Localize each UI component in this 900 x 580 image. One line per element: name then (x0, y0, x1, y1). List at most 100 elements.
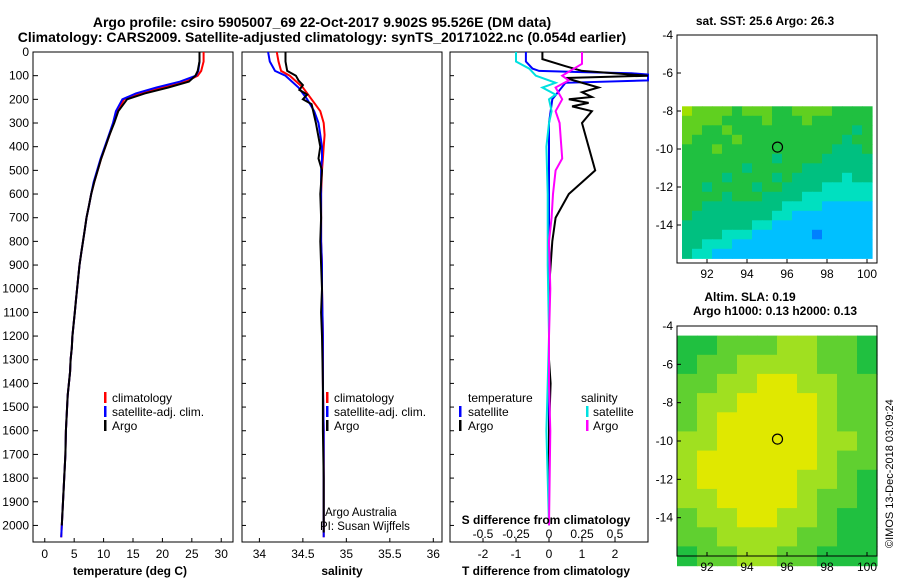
map-cell (697, 450, 718, 471)
map-cell (742, 172, 753, 183)
map-cell (832, 182, 843, 193)
s-tick-label: -0.5 (473, 527, 494, 541)
map-cell (692, 144, 703, 155)
map-cell (737, 527, 758, 548)
map-cell (722, 182, 733, 193)
map-cell (762, 239, 773, 250)
map-cell (772, 191, 783, 202)
temperature-panel: 0100200300400500600700800900100011001200… (2, 45, 454, 578)
map-cell (732, 144, 743, 155)
map-cell (692, 239, 703, 250)
map-cell (842, 248, 853, 259)
map-cell (797, 450, 818, 471)
legend-swatch-climatology (104, 392, 107, 403)
x-tick-label: 25 (185, 547, 199, 561)
map-cell (852, 125, 863, 136)
map-cell (712, 248, 723, 259)
series-line-temperature-argo (541, 52, 649, 526)
map-cell (702, 153, 713, 164)
map-cell (742, 191, 753, 202)
temperature-frame (32, 51, 234, 543)
map-cell (682, 229, 693, 240)
map-cell (757, 469, 778, 490)
map-cell (802, 239, 813, 250)
map-cell (802, 115, 813, 126)
map-cell (792, 115, 803, 126)
sla-map-ticks: 92 94 96 98 100 -4 -6 -8 -10 -12 -14 (656, 319, 878, 574)
header-title-line2: Climatology: CARS2009. Satellite-adjuste… (18, 29, 626, 45)
map-cell (682, 201, 693, 212)
s-tick-label: -0.25 (502, 527, 530, 541)
map-cell (702, 115, 713, 126)
depth-tick-label: 100 (9, 69, 29, 83)
x-tick-label: 36 (427, 547, 441, 561)
map-cell (857, 469, 878, 490)
credit-pi: PI: Susan Wijffels (320, 521, 410, 533)
map-cell (797, 431, 818, 452)
depth-tick-label: 600 (9, 187, 29, 201)
map-cell (817, 450, 838, 471)
map-cell (752, 134, 763, 145)
temperature-legend: climatology satellite-adj. clim. Argo (104, 391, 204, 433)
map-cell (682, 172, 693, 183)
map-cell (732, 191, 743, 202)
lat-tick-label: -4 (662, 28, 673, 42)
map-cell (752, 239, 763, 250)
map-cell (802, 201, 813, 212)
map-cell (842, 172, 853, 183)
map-cell (742, 163, 753, 174)
map-cell (772, 229, 783, 240)
map-cell (732, 125, 743, 136)
argo-location-marker (771, 433, 784, 445)
map-cell (792, 144, 803, 155)
map-cell (742, 182, 753, 193)
map-cell (752, 106, 763, 117)
map-cell (862, 210, 873, 221)
map-cell (822, 134, 833, 145)
map-cell (722, 163, 733, 174)
map-cell (772, 125, 783, 136)
map-cell (822, 182, 833, 193)
map-cell (772, 172, 783, 183)
map-cell (837, 508, 858, 528)
depth-tick-label: 1700 (2, 447, 29, 461)
x-tick-label: 5 (71, 547, 78, 561)
map-cell (822, 229, 833, 240)
depth-tick-label: 1600 (2, 424, 29, 438)
map-cell (792, 106, 803, 117)
map-cell (682, 115, 693, 126)
x-tick-label: 34 (253, 547, 267, 561)
map-cell (802, 134, 813, 145)
map-cell (752, 153, 763, 164)
map-cell (802, 106, 813, 117)
map-cell (792, 201, 803, 212)
map-cell (802, 191, 813, 202)
map-cell (732, 182, 743, 193)
map-cell (692, 248, 703, 259)
map-cell (782, 163, 793, 174)
map-cell (832, 144, 843, 155)
map-cell (717, 393, 738, 413)
map-cell (832, 229, 843, 240)
map-cell (852, 153, 863, 164)
map-cell (797, 373, 818, 394)
lat-tick-label: -10 (656, 142, 674, 156)
map-cell (762, 125, 773, 136)
map-cell (812, 172, 823, 183)
x-tick-label: 35 (340, 547, 354, 561)
map-cell (862, 163, 873, 174)
map-cell (722, 106, 733, 117)
map-cell (702, 210, 713, 221)
map-cell (782, 229, 793, 240)
lat-tick-label: -8 (662, 104, 673, 118)
map-cell (762, 191, 773, 202)
map-cell (792, 239, 803, 250)
map-cell (762, 248, 773, 259)
map-cell (697, 431, 718, 452)
map-cell (717, 527, 738, 548)
map-cell (742, 239, 753, 250)
map-cell (732, 239, 743, 250)
sla-map-subtitle: Argo h1000: 0.13 h2000: 0.13 (693, 304, 857, 318)
map-cell (762, 220, 773, 231)
map-cell (837, 469, 858, 490)
